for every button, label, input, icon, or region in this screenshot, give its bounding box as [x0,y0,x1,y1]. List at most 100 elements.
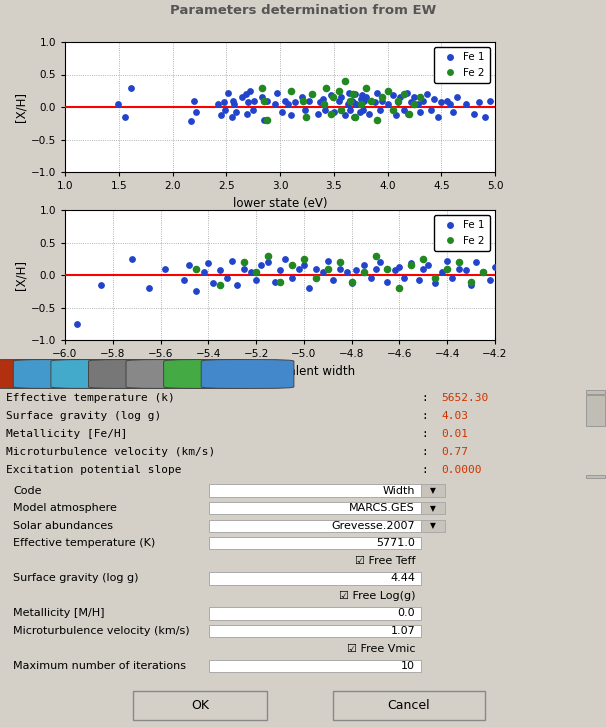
Point [243,96,253,108]
Point [72,318,82,329]
Point [388,89,398,101]
Point [256,260,266,271]
FancyBboxPatch shape [13,360,106,388]
Bar [209,520,421,532]
Text: ▼: ▼ [430,521,436,530]
Point [490,262,500,273]
Point [468,108,478,119]
Point [402,87,411,99]
Point [238,92,247,103]
Point [478,266,488,278]
Bar [209,484,421,497]
Point [127,253,137,265]
Point [290,96,300,108]
Text: MARCS.GES: MARCS.GES [350,503,415,513]
Point [485,274,495,286]
Point [315,96,325,108]
Point [239,256,249,268]
Point [372,87,382,99]
Text: ▼: ▼ [430,486,436,495]
Point [395,262,404,273]
Text: 0.01: 0.01 [442,429,468,438]
Point [339,109,349,121]
Text: 5652.30: 5652.30 [442,393,489,403]
Point [325,89,335,101]
Bar [421,520,445,532]
Point [466,279,476,291]
Point [382,276,392,287]
Point [410,92,419,103]
Text: Model atmosphere: Model atmosphere [13,503,117,513]
Point [348,96,358,108]
Point [222,273,232,284]
Point [144,282,153,294]
Point [407,260,416,271]
Point [345,95,355,106]
Point [184,260,194,271]
Point [318,93,328,105]
Point [413,98,422,110]
Point [348,88,358,100]
Point [404,108,414,119]
Point [125,81,135,93]
Point [419,262,428,274]
Text: 0.77: 0.77 [442,446,468,457]
Text: Metallicity [M/H]: Metallicity [M/H] [13,608,105,619]
Point [343,98,353,110]
Point [356,98,365,110]
Legend: Fe 1, Fe 2: Fe 1, Fe 2 [434,47,490,83]
Point [319,98,329,110]
Point [335,262,345,274]
Text: 1.07: 1.07 [390,626,415,636]
X-axis label: reduced equivalent width: reduced equivalent width [204,364,356,377]
Text: 4.03: 4.03 [442,411,468,421]
Point [251,274,261,286]
Point [282,98,292,110]
Point [251,266,261,278]
Point [481,111,490,123]
Point [311,262,321,274]
Point [335,95,344,106]
Point [466,276,476,287]
Point [216,109,225,121]
Bar [209,660,421,672]
Point [191,286,201,297]
Point [215,279,225,291]
Point [349,111,359,123]
Point [328,92,338,103]
FancyBboxPatch shape [88,360,181,388]
Point [403,108,413,119]
Text: Effective temperature (K): Effective temperature (K) [13,538,156,548]
Text: :: : [421,446,428,457]
Point [391,109,401,121]
Point [278,106,287,118]
Point [406,96,416,108]
Point [245,85,255,97]
Text: Parameters determination from EW: Parameters determination from EW [170,4,436,17]
Point [358,105,368,116]
Text: :: : [421,429,428,438]
Bar [209,607,421,619]
Point [323,255,333,267]
Text: 4.44: 4.44 [390,574,415,583]
Point [335,256,345,268]
Point [478,266,488,278]
Text: Surface gravity (log g): Surface gravity (log g) [6,411,161,421]
Point [372,114,382,126]
Point [436,96,446,108]
Point [419,253,428,265]
Point [454,262,464,274]
Bar [209,625,421,637]
Point [224,87,233,99]
Point [370,96,379,108]
Point [321,105,330,116]
Point [430,273,440,284]
Point [259,95,268,106]
FancyBboxPatch shape [0,360,68,388]
Point [347,95,357,106]
Point [447,273,457,284]
Point [407,257,416,269]
Point [313,108,322,119]
Text: OK: OK [191,699,209,712]
Text: 10: 10 [401,661,415,671]
